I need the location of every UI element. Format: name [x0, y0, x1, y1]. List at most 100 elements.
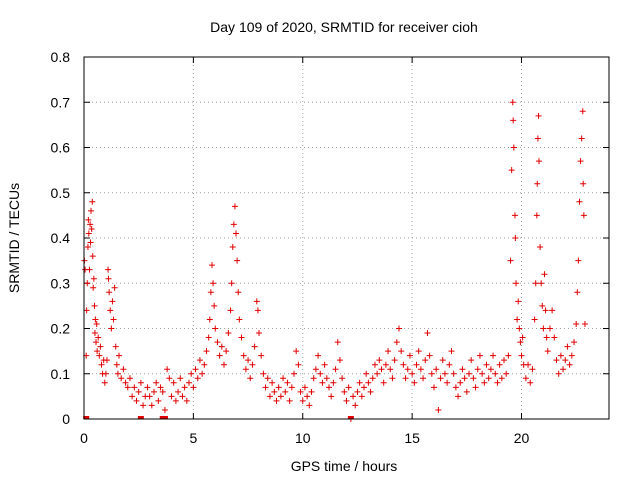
data-point [534, 180, 541, 187]
y-tick-label: 0.4 [51, 230, 71, 246]
data-point [517, 339, 524, 346]
data-point [282, 388, 289, 395]
data-point [365, 379, 372, 386]
data-point [93, 339, 100, 346]
data-point [206, 316, 213, 323]
data-point [196, 357, 203, 364]
data-point [382, 361, 389, 368]
data-point [124, 384, 131, 391]
data-point [519, 334, 526, 341]
data-point [97, 343, 104, 350]
data-point [326, 384, 332, 391]
data-point [275, 384, 282, 391]
data-point [199, 370, 206, 377]
data-point [164, 366, 171, 373]
data-point [223, 348, 230, 355]
data-point [525, 361, 532, 368]
data-point [88, 207, 94, 214]
data-point [299, 397, 306, 404]
data-point [531, 316, 538, 323]
data-point [225, 330, 232, 337]
data-point [109, 298, 116, 305]
data-point [122, 379, 129, 386]
data-point [277, 393, 284, 400]
data-point [106, 289, 113, 296]
data-point [262, 384, 269, 391]
data-point [221, 361, 227, 368]
data-point [137, 379, 144, 386]
data-point [574, 289, 581, 296]
data-point [107, 307, 114, 314]
data-point [455, 393, 462, 400]
y-tick-label: 0.2 [51, 321, 71, 337]
data-point [376, 357, 383, 364]
data-points [81, 99, 588, 422]
data-point [404, 366, 411, 373]
x-tick-label: 20 [514, 430, 530, 446]
data-point [87, 221, 94, 228]
data-point [339, 375, 346, 382]
data-point [102, 370, 109, 377]
data-point [144, 384, 151, 391]
data-point [417, 366, 424, 373]
x-tick-label: 0 [80, 430, 88, 446]
data-point [181, 384, 188, 391]
data-point [159, 388, 166, 395]
data-point [103, 357, 110, 364]
data-point [88, 225, 95, 232]
data-point [501, 357, 507, 364]
data-point [247, 375, 254, 382]
data-point [354, 388, 361, 395]
data-point [89, 198, 96, 205]
zero-marker [161, 416, 168, 419]
data-point [317, 370, 324, 377]
data-point [426, 352, 433, 359]
data-point [422, 357, 429, 364]
data-point [323, 375, 330, 382]
data-point [231, 203, 238, 210]
x-axis-title: GPS time / hours [291, 458, 398, 474]
data-point [101, 379, 108, 386]
data-point [496, 361, 503, 368]
data-point [110, 316, 117, 323]
data-point [573, 320, 580, 327]
data-point [234, 257, 241, 264]
data-point [321, 361, 328, 368]
data-point [378, 366, 385, 373]
data-point [116, 352, 122, 359]
data-point [387, 366, 394, 373]
data-point [126, 375, 133, 382]
data-point [112, 343, 119, 350]
data-point [580, 180, 587, 187]
data-point [161, 406, 168, 413]
data-point [86, 266, 93, 273]
data-point [508, 167, 515, 174]
data-point [420, 375, 427, 382]
data-point [96, 352, 103, 359]
y-tick-label: 0.6 [51, 140, 71, 156]
data-point [494, 379, 501, 386]
x-tick-labels: 0 5 10 15 20 [80, 430, 529, 446]
data-point [507, 257, 514, 264]
data-point [254, 307, 261, 314]
data-point [343, 397, 350, 404]
data-point [212, 325, 219, 332]
data-point [398, 348, 405, 355]
data-point [251, 343, 258, 350]
data-point [334, 339, 341, 346]
grid-lines [84, 57, 609, 419]
data-point [228, 280, 235, 287]
data-point [577, 158, 584, 165]
data-point [406, 352, 413, 359]
data-point [172, 397, 179, 404]
data-point [235, 289, 242, 296]
data-point [175, 388, 182, 395]
data-point [510, 117, 517, 124]
data-point [568, 352, 575, 359]
data-point [415, 348, 422, 355]
data-point [341, 388, 348, 395]
data-point [260, 370, 267, 377]
data-point [118, 375, 125, 382]
data-point [512, 235, 519, 241]
